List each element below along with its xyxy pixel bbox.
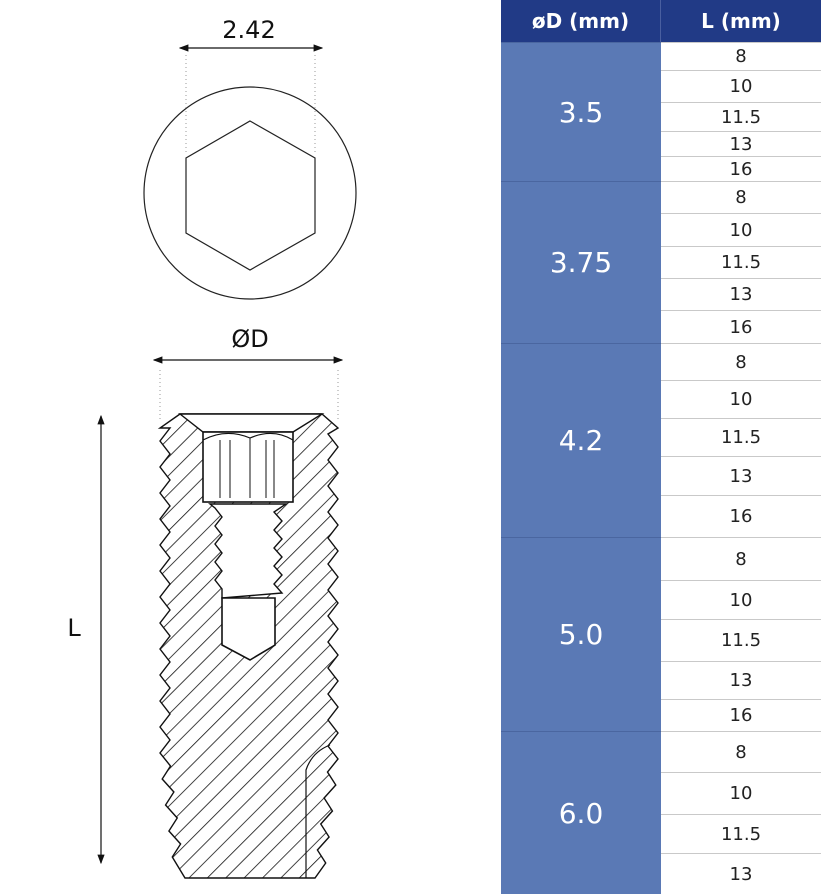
top-view bbox=[143, 44, 357, 300]
length-cell: 11.5 bbox=[661, 246, 821, 278]
length-cell: 16 bbox=[661, 156, 821, 181]
diameter-cell: 6.0 bbox=[501, 731, 661, 894]
size-table: øD (mm) L (mm) 3.5 8 10 11.5 13 16 3.75 8 10 11.5… bbox=[501, 0, 821, 894]
length-cell: 13 bbox=[661, 278, 821, 310]
length-cell: 13 bbox=[661, 853, 821, 894]
implant-drawing bbox=[97, 44, 357, 879]
hex-dimension-label: 2.42 bbox=[222, 16, 276, 44]
diameter-label: ØD bbox=[231, 325, 269, 353]
length-cell: 16 bbox=[661, 310, 821, 343]
length-cell: 13 bbox=[661, 456, 821, 495]
internal-thread bbox=[208, 503, 289, 599]
diameter-cell: 4.2 bbox=[501, 343, 661, 537]
length-cell: 8 bbox=[661, 42, 821, 70]
bottom-chamber bbox=[221, 597, 276, 661]
length-cell: 10 bbox=[661, 580, 821, 619]
length-cell: 8 bbox=[661, 731, 821, 772]
diameter-cell: 3.5 bbox=[501, 42, 661, 181]
diameter-cell: 5.0 bbox=[501, 537, 661, 731]
hex-socket bbox=[185, 120, 316, 271]
length-cell: 8 bbox=[661, 537, 821, 580]
length-cell: 11.5 bbox=[661, 814, 821, 853]
length-label: L bbox=[67, 614, 81, 642]
header-diameter: øD (mm) bbox=[501, 0, 661, 42]
length-cell: 13 bbox=[661, 661, 821, 699]
length-cell: 10 bbox=[661, 213, 821, 246]
length-cell: 13 bbox=[661, 131, 821, 156]
length-cell: 10 bbox=[661, 380, 821, 418]
header-length: L (mm) bbox=[661, 0, 821, 42]
length-cell: 10 bbox=[661, 70, 821, 102]
length-cell: 11.5 bbox=[661, 102, 821, 131]
length-cell: 16 bbox=[661, 699, 821, 731]
length-cell: 11.5 bbox=[661, 418, 821, 456]
length-cell: 8 bbox=[661, 343, 821, 380]
hex-socket-section bbox=[202, 431, 294, 503]
length-cell: 10 bbox=[661, 772, 821, 814]
cutting-flute bbox=[305, 744, 331, 878]
diameter-cell: 3.75 bbox=[501, 181, 661, 343]
length-cell: 16 bbox=[661, 495, 821, 537]
length-cell: 8 bbox=[661, 181, 821, 213]
length-cell: 11.5 bbox=[661, 619, 821, 661]
side-view bbox=[97, 356, 344, 879]
